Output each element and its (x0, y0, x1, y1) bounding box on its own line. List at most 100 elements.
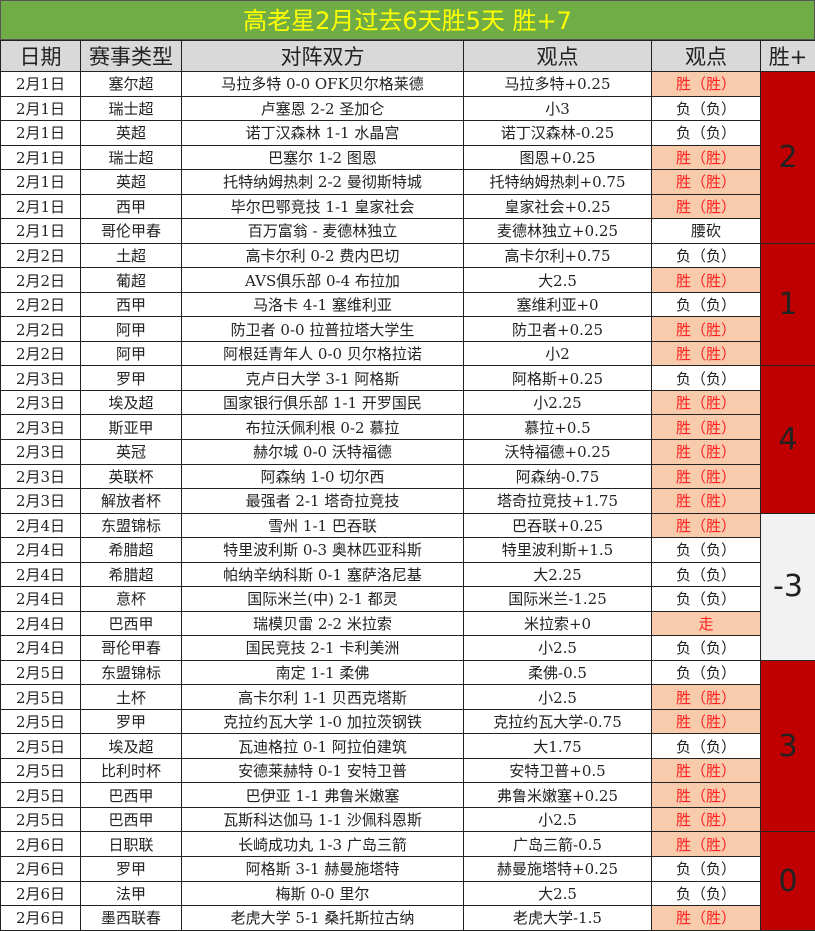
league-cell: 比利时杯 (81, 758, 182, 783)
match-cell: 老虎大学 5-1 桑托斯拉古纳 (182, 906, 464, 931)
header-date: 日期 (1, 41, 81, 72)
date-cell: 2月4日 (1, 562, 81, 587)
result-cell: 胜（胜） (652, 439, 761, 464)
league-cell: 哥伦甲春 (81, 219, 182, 244)
pick-cell: 托特纳姆热刺+0.75 (464, 170, 652, 195)
match-cell: 马拉多特 0-0 OFK贝尔格莱德 (182, 72, 464, 97)
pick-cell: 小2.5 (464, 685, 652, 710)
match-cell: 南定 1-1 柔佛 (182, 660, 464, 685)
result-cell: 负（负） (652, 857, 761, 882)
pick-cell: 弗鲁米嫩塞+0.25 (464, 783, 652, 808)
league-cell: 瑞士超 (81, 145, 182, 170)
match-cell: 诺丁汉森林 1-1 水晶宫 (182, 121, 464, 146)
match-cell: 托特纳姆热刺 2-2 曼彻斯特城 (182, 170, 464, 195)
pick-cell: 防卫者+0.25 (464, 317, 652, 342)
pick-cell: 诺丁汉森林-0.25 (464, 121, 652, 146)
league-cell: 希腊超 (81, 562, 182, 587)
league-cell: 葡超 (81, 268, 182, 293)
match-cell: 毕尔巴鄂竞技 1-1 皇家社会 (182, 194, 464, 219)
date-cell: 2月5日 (1, 734, 81, 759)
date-cell: 2月1日 (1, 96, 81, 121)
match-cell: 阿根廷青年人 0-0 贝尔格拉诺 (182, 341, 464, 366)
pick-cell: 小2.5 (464, 807, 652, 832)
date-cell: 2月3日 (1, 464, 81, 489)
match-cell: 克卢日大学 3-1 阿格斯 (182, 366, 464, 391)
result-cell: 负（负） (652, 121, 761, 146)
result-cell: 胜（胜） (652, 341, 761, 366)
result-cell: 负（负） (652, 734, 761, 759)
date-cell: 2月2日 (1, 292, 81, 317)
result-cell: 负（负） (652, 292, 761, 317)
result-cell: 胜（胜） (652, 758, 761, 783)
result-cell: 胜（胜） (652, 709, 761, 734)
match-cell: AVS俱乐部 0-4 布拉加 (182, 268, 464, 293)
pick-cell: 塞维利亚+0 (464, 292, 652, 317)
result-cell: 负（负） (652, 538, 761, 563)
match-cell: 国民竞技 2-1 卡利美洲 (182, 636, 464, 661)
result-cell: 胜（胜） (652, 489, 761, 514)
pick-cell: 阿森纳-0.75 (464, 464, 652, 489)
date-cell: 2月2日 (1, 268, 81, 293)
league-cell: 英冠 (81, 439, 182, 464)
league-cell: 墨西联春 (81, 906, 182, 931)
date-cell: 2月1日 (1, 194, 81, 219)
pick-cell: 慕拉+0.5 (464, 415, 652, 440)
league-cell: 哥伦甲春 (81, 636, 182, 661)
date-cell: 2月5日 (1, 783, 81, 808)
league-cell: 英超 (81, 170, 182, 195)
date-cell: 2月5日 (1, 709, 81, 734)
pick-cell: 小2.25 (464, 390, 652, 415)
pick-cell: 国际米兰-1.25 (464, 587, 652, 612)
pick-cell: 大1.75 (464, 734, 652, 759)
match-cell: 雪州 1-1 巴吞联 (182, 513, 464, 538)
header-match: 对阵双方 (182, 41, 464, 72)
day-total-cell: 4 (761, 366, 815, 513)
pick-cell: 米拉索+0 (464, 611, 652, 636)
league-cell: 斯亚甲 (81, 415, 182, 440)
date-cell: 2月3日 (1, 390, 81, 415)
day-total-cell: 0 (761, 832, 815, 930)
match-cell: 赫尔城 0-0 沃特福德 (182, 439, 464, 464)
match-cell: 国家银行俱乐部 1-1 开罗国民 (182, 390, 464, 415)
league-cell: 希腊超 (81, 538, 182, 563)
result-cell: 胜（胜） (652, 415, 761, 440)
result-cell: 负（负） (652, 96, 761, 121)
pick-cell: 高卡尔利+0.75 (464, 243, 652, 268)
result-cell: 腰砍 (652, 219, 761, 244)
pick-cell: 大2.25 (464, 562, 652, 587)
day-total-cell: 3 (761, 660, 815, 832)
league-cell: 巴西甲 (81, 807, 182, 832)
result-cell: 胜（胜） (652, 72, 761, 97)
result-cell: 胜（胜） (652, 170, 761, 195)
date-cell: 2月6日 (1, 857, 81, 882)
match-cell: 帕纳辛纳科斯 0-1 塞萨洛尼基 (182, 562, 464, 587)
date-cell: 2月2日 (1, 317, 81, 342)
pick-cell: 图恩+0.25 (464, 145, 652, 170)
date-cell: 2月6日 (1, 832, 81, 857)
date-cell: 2月5日 (1, 807, 81, 832)
match-cell: 最强者 2-1 塔奇拉竞技 (182, 489, 464, 514)
pick-cell: 皇家社会+0.25 (464, 194, 652, 219)
result-cell: 负（负） (652, 562, 761, 587)
league-cell: 罗甲 (81, 857, 182, 882)
date-cell: 2月2日 (1, 341, 81, 366)
date-cell: 2月2日 (1, 243, 81, 268)
result-cell: 负（负） (652, 243, 761, 268)
league-cell: 罗甲 (81, 366, 182, 391)
